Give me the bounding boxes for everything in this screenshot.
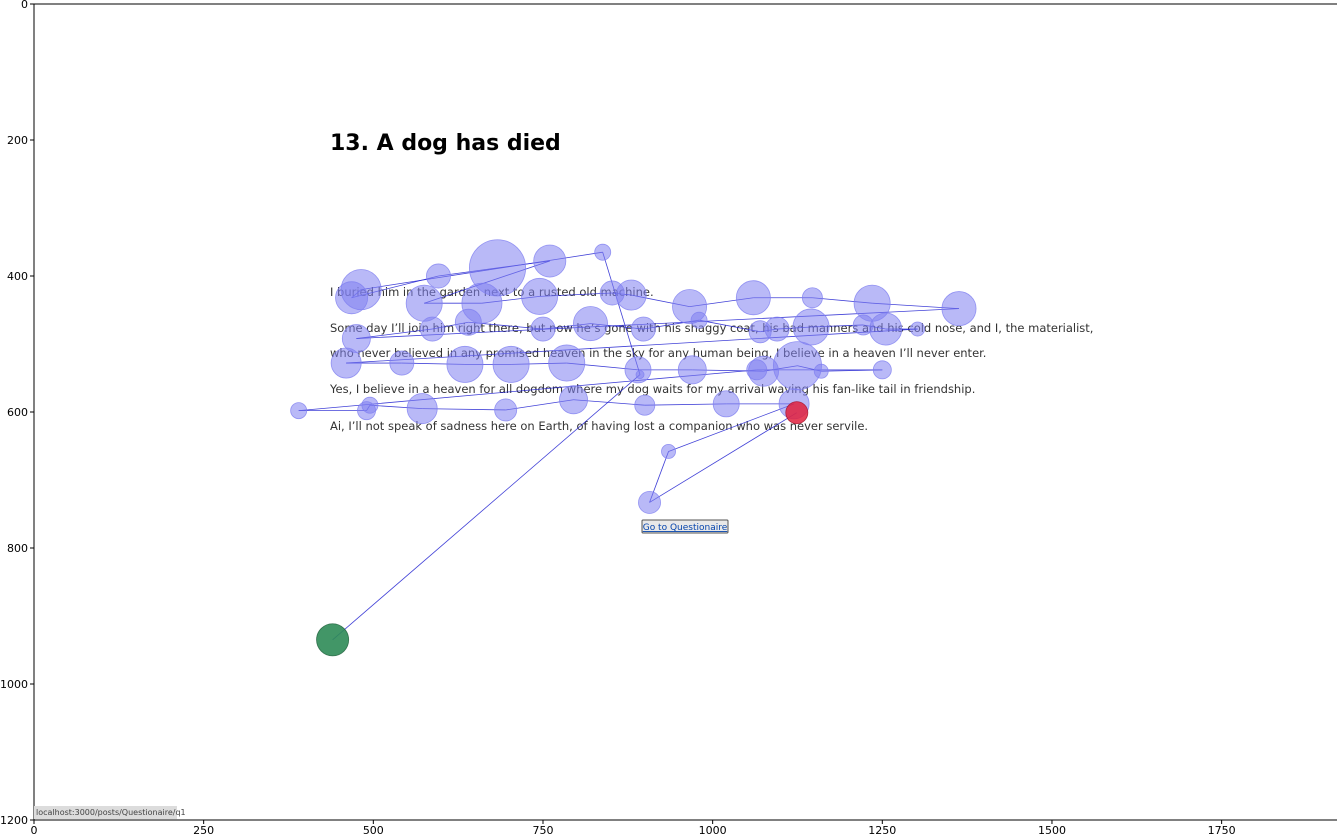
x-tick-label: 250 — [193, 824, 214, 836]
fixation-point — [615, 279, 647, 311]
fixation-point — [330, 347, 362, 379]
questionaire-button-label[interactable]: Go to Questionaire — [643, 523, 728, 533]
fixation-point — [494, 398, 518, 422]
fixation-point — [361, 396, 379, 414]
fixation-point — [533, 244, 567, 278]
fixation-point — [712, 390, 740, 418]
status-bar-bg — [34, 806, 177, 819]
fixation-point — [521, 277, 559, 315]
saccade-line — [644, 403, 727, 406]
fixation-point — [735, 280, 771, 316]
end-fixation-point — [785, 401, 809, 425]
fixation-point — [872, 360, 892, 380]
questionaire-button-box[interactable] — [641, 519, 729, 534]
fixation-point — [290, 402, 308, 420]
x-tick-label: 0 — [31, 824, 38, 836]
fixation-point — [634, 394, 656, 416]
fixation-point — [677, 355, 707, 385]
page-title: 13. A dog has died — [330, 131, 561, 156]
status-url: localhost:3000/posts/Questionaire/q1 — [36, 808, 186, 817]
fixation-point — [772, 341, 822, 391]
y-tick-label: 200 — [7, 134, 28, 147]
y-tick-label: 1200 — [0, 814, 28, 827]
text-line: Ai, I’ll not speak of sadness here on Ea… — [330, 419, 868, 433]
y-tick-label: 1000 — [0, 678, 28, 691]
fixation-point — [869, 312, 903, 346]
fixation-point — [419, 316, 445, 342]
fixation-point — [446, 345, 484, 383]
fixation-point — [813, 363, 829, 379]
fixation-point — [573, 306, 608, 342]
fixation-point — [624, 356, 652, 384]
fixation-point — [548, 344, 586, 382]
x-tick-label: 1750 — [1208, 824, 1236, 836]
fixation-point — [530, 316, 556, 342]
fixation-point — [630, 316, 656, 342]
text-line: Yes, I believe in a heaven for all dogdo… — [329, 382, 975, 396]
y-tick-label: 800 — [7, 542, 28, 555]
fixation-point — [335, 281, 369, 315]
fixation-point — [405, 284, 443, 322]
fixation-point — [559, 385, 588, 415]
y-tick-label: 400 — [7, 270, 28, 283]
fixation-point — [594, 243, 612, 261]
saccade-line — [668, 403, 795, 452]
fixation-point — [690, 311, 708, 329]
x-tick-label: 750 — [532, 824, 553, 836]
fixation-point — [910, 321, 926, 337]
x-tick-label: 1250 — [868, 824, 896, 836]
x-tick-label: 500 — [363, 824, 384, 836]
fixation-points — [290, 239, 977, 657]
fixation-point — [792, 308, 830, 346]
start-fixation-point — [316, 623, 350, 657]
x-tick-label: 1000 — [699, 824, 727, 836]
questionaire-button[interactable]: Go to Questionaire — [641, 519, 729, 534]
fixation-point — [492, 345, 530, 383]
fixation-point — [801, 287, 823, 309]
x-tick-label: 1500 — [1038, 824, 1066, 836]
fixation-point — [638, 490, 661, 514]
fixation-point — [941, 291, 977, 327]
status-bar: localhost:3000/posts/Questionaire/q1 — [34, 806, 186, 819]
x-axis-ticks: 0 250 500 750 1000 1250 1500 1750 — [31, 820, 1236, 836]
fixation-point — [426, 263, 451, 289]
scanpath-lines — [298, 251, 960, 641]
text-line: who never believed in any promised heave… — [330, 346, 986, 360]
saccade-line — [602, 252, 641, 375]
saccade-line — [332, 374, 641, 641]
saccade-line — [649, 412, 798, 503]
fixation-point — [661, 444, 676, 459]
text-line: Some day I’ll join him right there, but … — [330, 321, 1093, 335]
fixation-point — [746, 359, 768, 381]
fixation-point — [454, 308, 482, 336]
stimulus-page: 13. A dog has died I buried him in the g… — [34, 131, 1093, 819]
y-axis-ticks: 0 200 400 600 800 1000 1200 — [0, 0, 34, 827]
fixation-point — [764, 316, 790, 342]
fixation-point — [389, 350, 415, 376]
y-tick-label: 600 — [7, 406, 28, 419]
y-tick-label: 0 — [21, 0, 28, 11]
fixation-point — [406, 393, 438, 425]
